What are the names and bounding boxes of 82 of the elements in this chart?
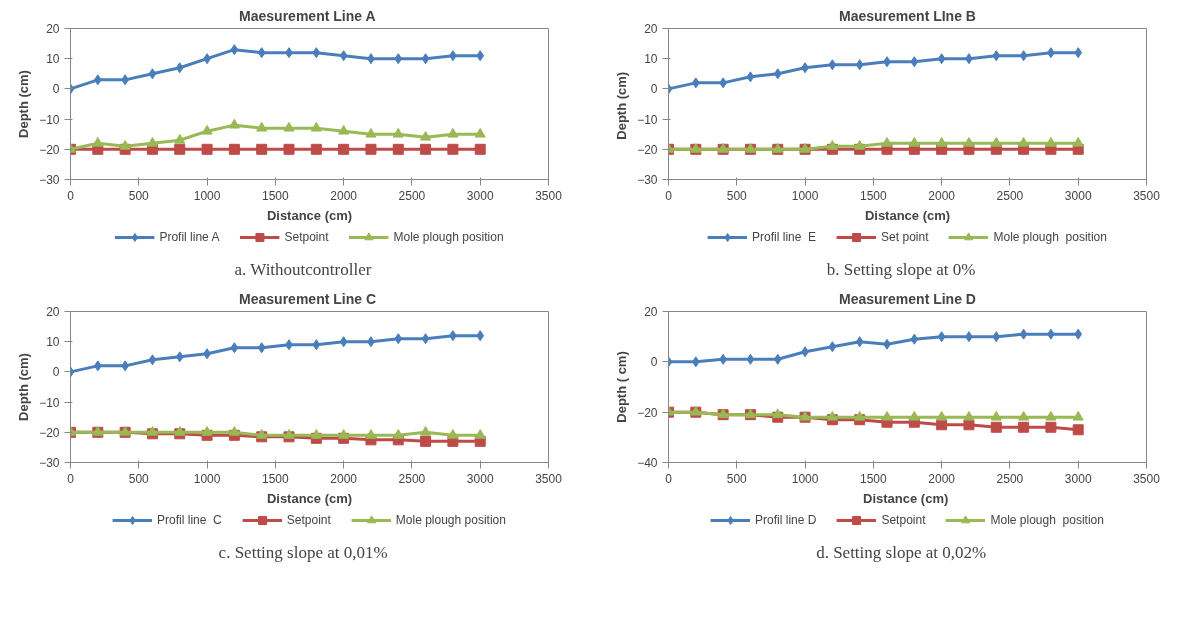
x-tick-label: 3000 (466, 188, 494, 203)
x-tick-label: 3000 (466, 471, 494, 486)
x-tick-label: 2000 (928, 188, 956, 203)
y-tick-label: −30 (637, 173, 658, 187)
x-tick-label: 1500 (860, 188, 888, 203)
y-axis-title: Depth (cm) (16, 70, 32, 138)
legend-label: Setpoint (284, 230, 329, 244)
x-tick-label: 2000 (330, 188, 358, 203)
x-tick-label: 3500 (1133, 471, 1161, 486)
text: d. Setting slope at 0,02% (816, 542, 987, 562)
x-tick-label: 1500 (860, 471, 888, 486)
y-tick-label: −40 (637, 456, 658, 470)
x-tick-label: 0 (67, 188, 75, 203)
x-axis-title: Distance (cm) (864, 207, 951, 223)
x-axis-title: Distance (cm) (266, 207, 353, 223)
chart-title: Measurement Line C (239, 290, 377, 307)
x-tick-label: 0 (665, 471, 673, 486)
x-tick-label: 3500 (1133, 188, 1161, 203)
y-tick-label: 20 (46, 305, 60, 319)
x-tick-label: 2500 (996, 471, 1024, 486)
x-tick-label: 1500 (262, 471, 290, 486)
x-axis-title: Distance (cm) (266, 490, 353, 506)
text: b. Setting slope at 0% (826, 259, 976, 279)
legend-label: Mole plough position (395, 513, 506, 527)
text: a. Withoutcontroller (234, 259, 372, 279)
y-tick-label: 0 (52, 82, 60, 97)
y-axis-title: Depth ( cm) (614, 351, 630, 423)
y-tick-label: 20 (46, 22, 60, 36)
x-tick-label: 3000 (1064, 188, 1092, 203)
x-tick-label: 500 (726, 188, 748, 203)
legend-label: Profil line E (752, 230, 817, 244)
y-tick-label: 20 (644, 22, 658, 36)
x-tick-label: 2000 (330, 471, 358, 486)
x-tick-label: 3500 (535, 471, 563, 486)
y-tick-label: −20 (637, 142, 658, 157)
y-tick-label: 10 (46, 52, 60, 67)
x-tick-label: 1000 (193, 471, 221, 486)
y-axis-title: Depth (cm) (16, 353, 32, 421)
x-tick-label: 2500 (996, 188, 1024, 203)
y-tick-label: 10 (644, 52, 658, 67)
x-tick-label: 0 (665, 188, 673, 203)
x-tick-label: 3000 (1064, 471, 1092, 486)
legend-label: Mole plough position (993, 230, 1107, 244)
text: c. Setting slope at 0,01% (218, 542, 388, 562)
y-tick-label: −20 (39, 142, 60, 157)
y-tick-label: −30 (39, 173, 60, 187)
legend-label: Set point (881, 230, 929, 244)
y-tick-label: 10 (46, 335, 60, 350)
legend-label: Mole plough position (393, 230, 504, 244)
x-tick-label: 2500 (398, 471, 426, 486)
y-axis-title: Depth (cm) (614, 71, 630, 140)
y-tick-label: −30 (39, 456, 60, 470)
x-tick-label: 1000 (791, 471, 819, 486)
legend-label: Profil line C (157, 513, 222, 527)
x-tick-label: 500 (128, 188, 150, 203)
y-tick-label: 0 (650, 355, 658, 370)
x-tick-label: 500 (128, 471, 150, 486)
x-tick-label: 3500 (535, 188, 563, 203)
y-tick-label: −10 (39, 112, 60, 127)
chart-title: Measurement Line D (839, 290, 976, 307)
y-tick-label: 0 (650, 82, 658, 97)
x-tick-label: 2000 (928, 471, 956, 486)
y-tick-label: 0 (52, 365, 60, 380)
legend-label: Profil line D (755, 513, 817, 527)
y-tick-label: 20 (644, 305, 658, 319)
x-tick-label: 2500 (398, 188, 426, 203)
chart-title: Maesurement Line A (239, 7, 376, 24)
legend-label: Profil line A (159, 230, 220, 244)
y-tick-label: −20 (637, 405, 658, 420)
chart-title: Maesurement LIne B (839, 7, 976, 24)
y-tick-label: −20 (39, 425, 60, 440)
x-tick-label: 1000 (193, 188, 221, 203)
legend-label: Setpoint (286, 513, 331, 527)
x-axis-title: Distance (cm) (863, 490, 949, 506)
y-tick-label: −10 (39, 395, 60, 410)
x-tick-label: 1000 (791, 188, 819, 203)
x-tick-label: 1500 (262, 188, 290, 203)
y-tick-label: −10 (637, 112, 658, 127)
x-tick-label: 0 (67, 471, 75, 486)
legend-label: Setpoint (881, 513, 926, 527)
x-tick-label: 500 (726, 471, 748, 486)
legend-label: Mole plough position (990, 513, 1104, 527)
